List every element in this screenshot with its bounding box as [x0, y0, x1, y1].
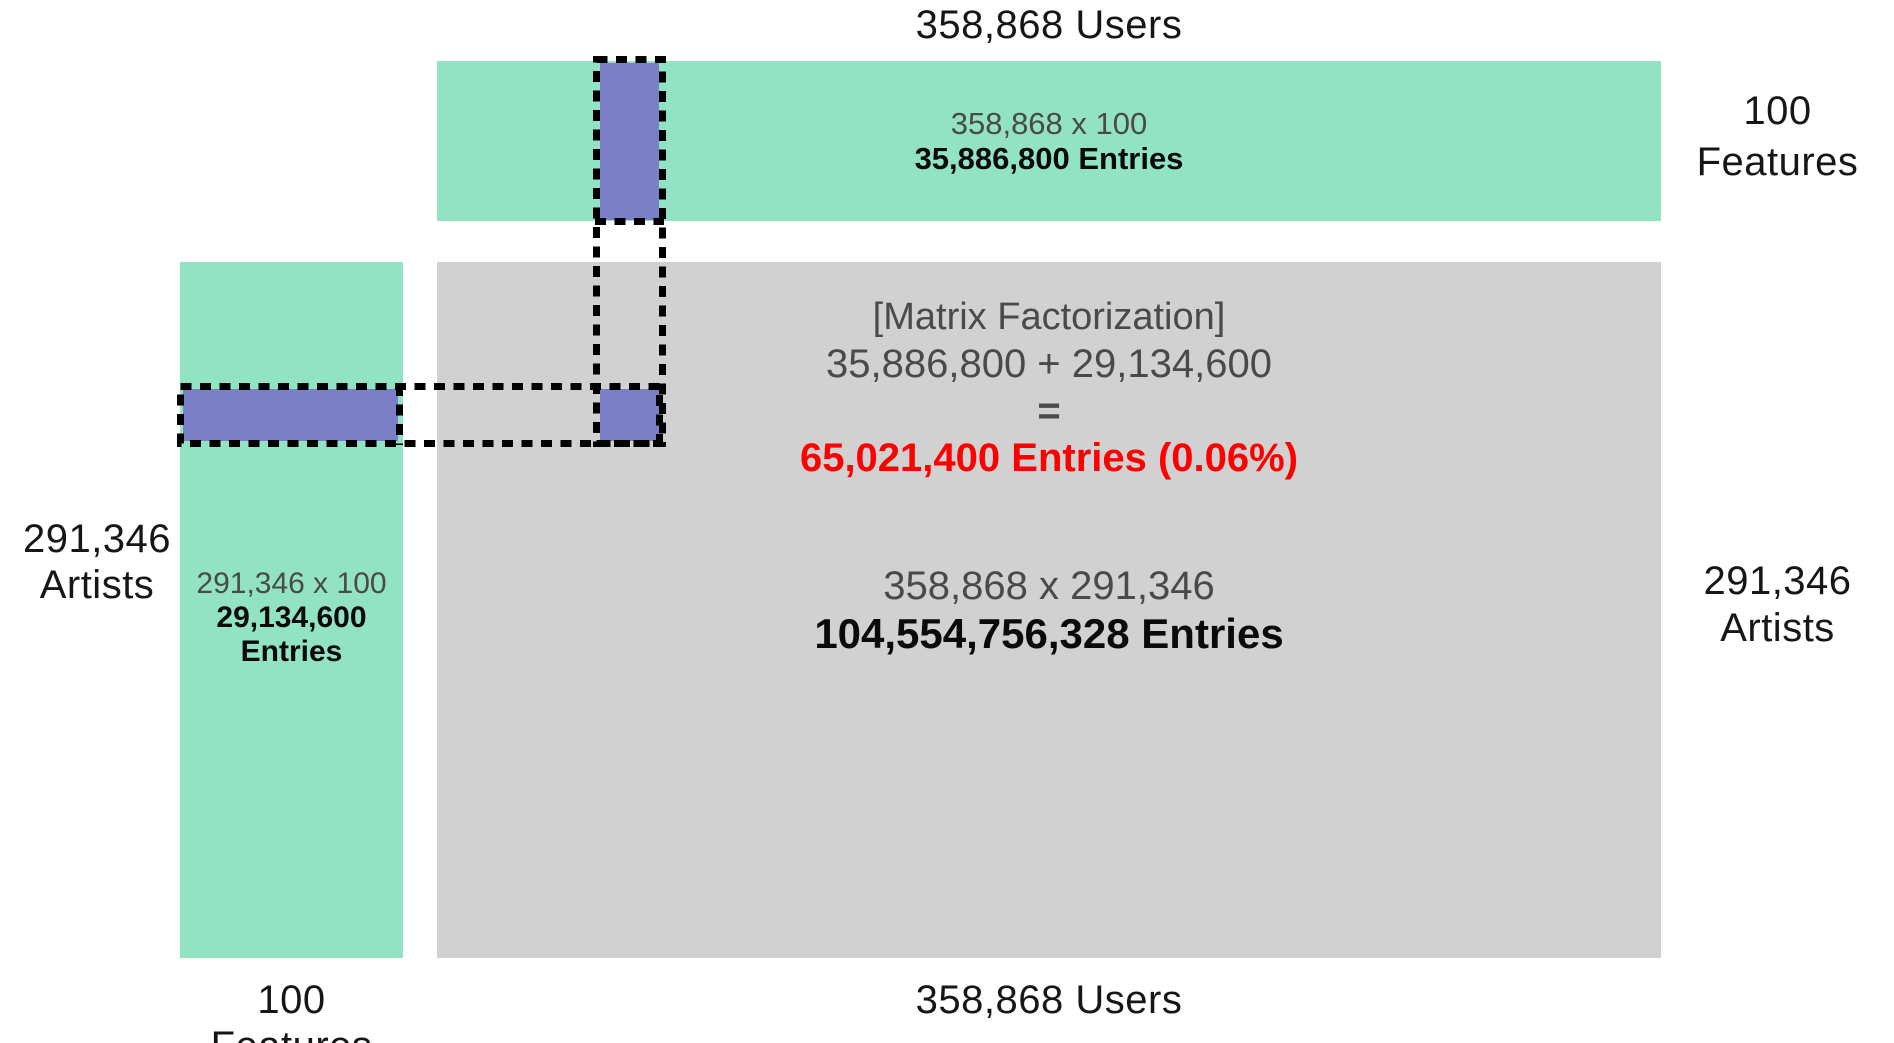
interaction-matrix-size: 358,868 x 291,346 104,554,756,328 Entrie… [437, 563, 1661, 657]
artist-features-entries-value: 29,134,600 [216, 601, 367, 634]
matrix-factorization-summary: [Matrix Factorization] 35,886,800 + 29,1… [437, 294, 1661, 482]
selected-cell-highlight [600, 389, 659, 441]
selected-user-column-highlight [600, 63, 659, 220]
right-artists-count: 291,346 [1703, 559, 1852, 603]
right-features-label: 100 Features [1661, 86, 1894, 188]
bottom-features-label: 100 Features [211, 978, 372, 1043]
user-features-matrix-text: 358,868 x 100 35,886,800 Entries [915, 106, 1184, 176]
artist-features-dims: 291,346 x 100 [196, 567, 387, 600]
artist-features-matrix: 291,346 x 100 29,134,600 Entries [180, 262, 403, 958]
bottom-users-label: 358,868 Users [915, 978, 1183, 1022]
artist-features-entries-word: Entries [240, 635, 343, 668]
right-artists-label: 291,346 Artists [1661, 558, 1894, 652]
artist-features-matrix-text: 291,346 x 100 29,134,600 Entries [196, 567, 386, 669]
user-features-dims: 358,868 x 100 [950, 106, 1148, 141]
right-features-word: Features [1696, 140, 1859, 184]
matrix-factorization-heading: [Matrix Factorization] [872, 296, 1226, 338]
left-artists-word: Artists [39, 563, 155, 607]
matrix-factorization-equals: = [1037, 389, 1061, 433]
interaction-matrix-entries: 104,554,756,328 Entries [814, 610, 1284, 657]
left-artists-count: 291,346 [22, 517, 172, 561]
right-artists-word: Artists [1720, 606, 1835, 650]
matrix-factorization-result: 65,021,400 Entries (0.06%) [799, 436, 1299, 480]
top-users-label: 358,868 Users [915, 3, 1183, 47]
interaction-matrix-dims: 358,868 x 291,346 [883, 564, 1215, 608]
left-artists-label: 291,346 Artists [4, 516, 190, 608]
matrix-factorization-sum: 35,886,800 + 29,134,600 [826, 342, 1272, 386]
interaction-matrix: [Matrix Factorization] 35,886,800 + 29,1… [437, 262, 1661, 958]
selected-artist-row-highlight [183, 389, 398, 441]
user-features-entries: 35,886,800 Entries [914, 141, 1184, 176]
right-features-count: 100 [1743, 89, 1812, 133]
